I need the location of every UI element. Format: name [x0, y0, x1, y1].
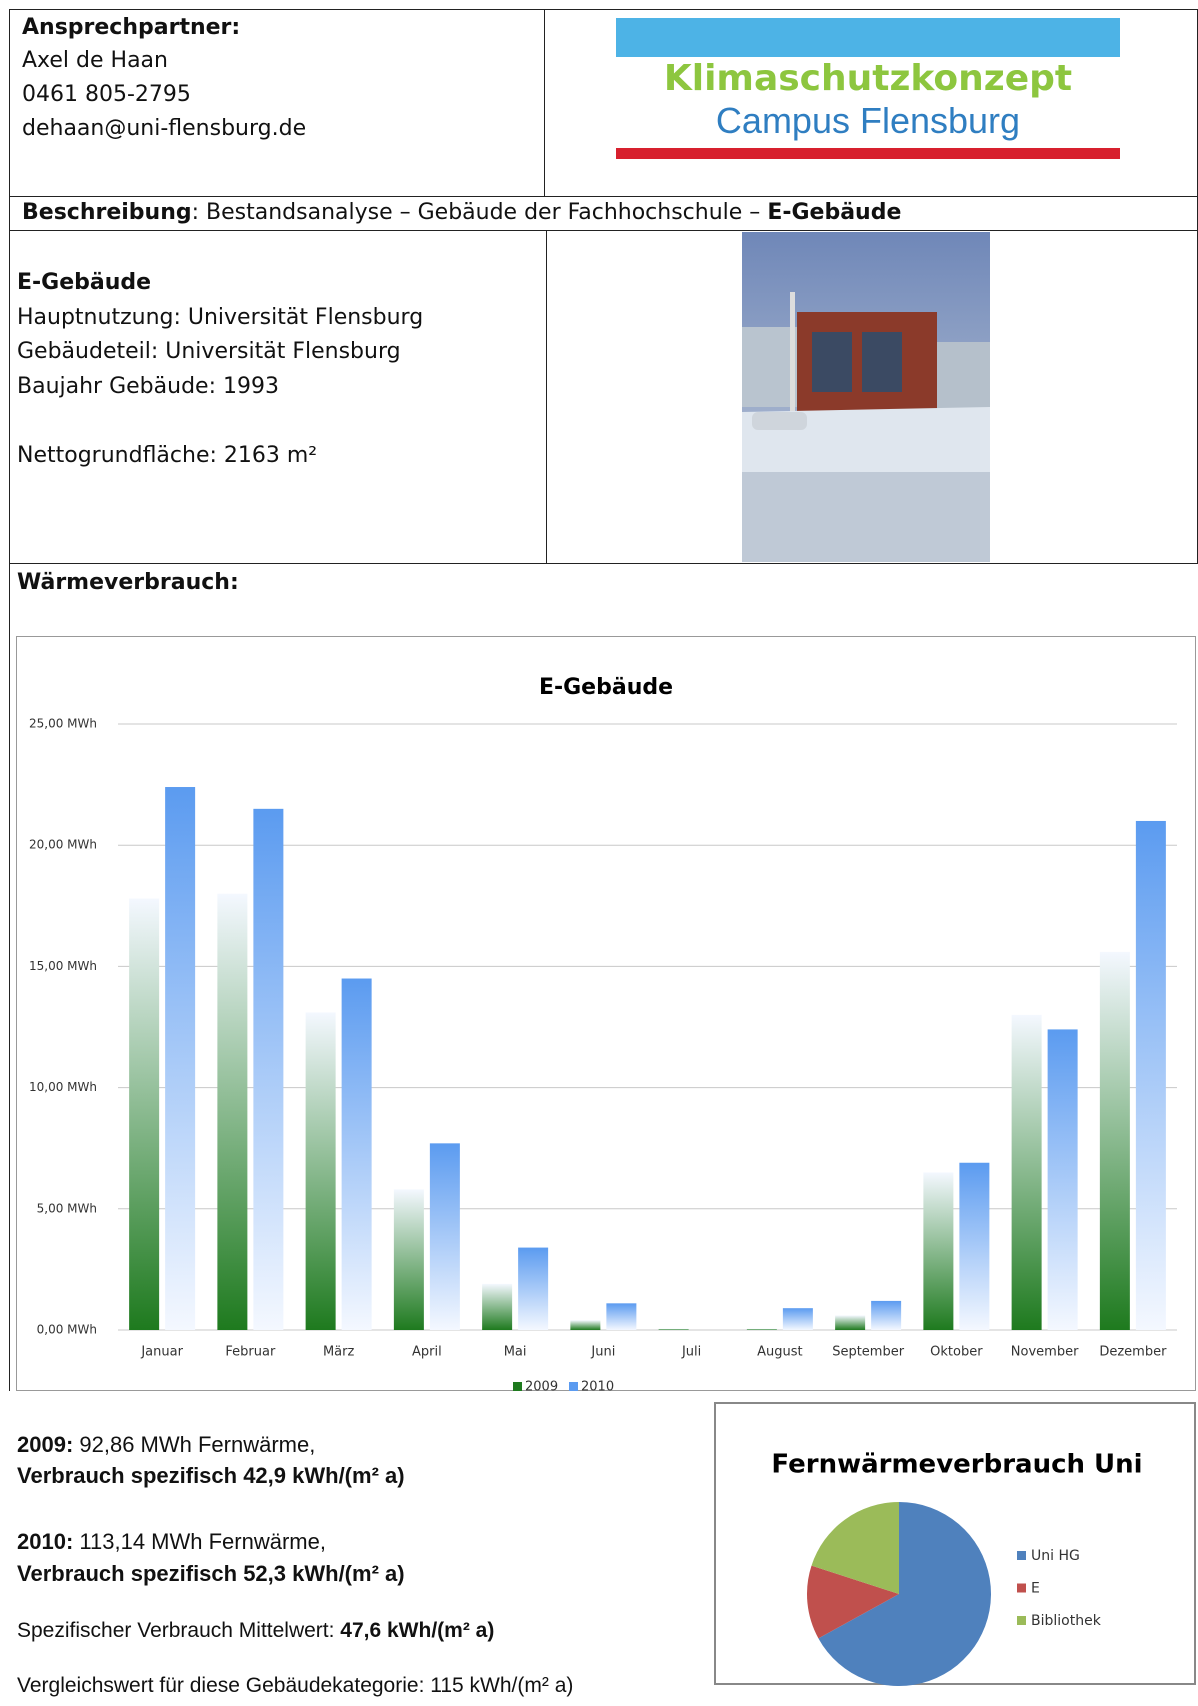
pie-chart: Fernwärmeverbrauch Uni Uni HG E Bibliothek [771, 1450, 1143, 1686]
summary-line: 2009: 92,86 MWh Fernwärme, [17, 1432, 315, 1458]
border [544, 9, 545, 196]
x-tick-label: Juli [681, 1345, 701, 1360]
border [546, 230, 547, 563]
border [9, 196, 1198, 197]
bar [393, 1189, 424, 1330]
x-tick-label: Oktober [930, 1345, 983, 1360]
bar [305, 1012, 336, 1330]
logo-line2: Campus Flensburg [715, 100, 1021, 141]
bar [871, 1300, 902, 1330]
bar [341, 978, 372, 1330]
chart-title: Fernwärmeverbrauch Uni [771, 1450, 1142, 1480]
legend-label: Bibliothek [1031, 1613, 1102, 1629]
bar [658, 1328, 689, 1330]
bar [782, 1308, 813, 1330]
border [9, 9, 1198, 10]
building-name: E-Gebäude [17, 270, 152, 295]
x-tick-label: März [323, 1345, 355, 1360]
bar [129, 898, 160, 1330]
bar [429, 1143, 460, 1330]
summary-specific: Verbrauch spezifisch 52,3 kWh/(m² a) [17, 1561, 405, 1586]
reference: Vergleichswert für diese Gebäudekategori… [17, 1674, 574, 1697]
x-tick-label: August [757, 1345, 803, 1360]
pie-slice [811, 1502, 899, 1594]
legend-label: 2009 [525, 1380, 558, 1395]
chart-frame: E-Gebäude 0,00 MWh 5,00 MWh 10,00 MWh 15,00… [16, 636, 1196, 1395]
bar [518, 1247, 549, 1330]
mean: Spezifischer Verbrauch Mittelwert: 47,6 … [17, 1619, 494, 1643]
bar [253, 808, 284, 1330]
y-tick-label: 25,00 MWh [29, 717, 97, 731]
x-tick-label: April [412, 1345, 442, 1360]
y-tick-label: 20,00 MWh [29, 838, 97, 852]
logo-bar [616, 18, 1120, 57]
bar [835, 1315, 866, 1330]
bar [746, 1328, 777, 1330]
building-area: Nettogrundfläche: 2163 m² [17, 443, 318, 468]
x-tick-label: September [832, 1345, 905, 1360]
summary-text: 113,14 MWh Fernwärme, [73, 1529, 326, 1554]
description-label: Beschreibung [22, 200, 192, 225]
summary-specific: Verbrauch spezifisch 42,9 kWh/(m² a) [17, 1463, 405, 1488]
bar [570, 1320, 601, 1330]
y-tick-label: 15,00 MWh [29, 959, 97, 973]
bar [959, 1162, 990, 1330]
x-tick-label: Juni [590, 1345, 615, 1360]
pie-slice [807, 1565, 899, 1639]
summary-year: 2009: [17, 1432, 74, 1457]
legend-swatch [513, 1382, 522, 1391]
bar [217, 893, 248, 1330]
contact-email: dehaan@uni-flensburg.de [22, 116, 307, 141]
description-building: E-Gebäude [767, 200, 902, 225]
bar-chart: E-Gebäude 0,00 MWh 5,00 MWh 10,00 MWh 15,00… [29, 675, 1177, 1395]
bar [1099, 951, 1130, 1330]
section-title: Wärmeverbrauch: [17, 570, 239, 595]
logo-bar [616, 148, 1120, 159]
building-line: Gebäudeteil: Universität Flensburg [17, 339, 401, 364]
bar [1011, 1014, 1042, 1330]
x-tick-label: Dezember [1099, 1345, 1167, 1360]
legend-label: 2010 [581, 1380, 614, 1395]
bar [482, 1283, 513, 1330]
bar [1135, 820, 1166, 1330]
summary-text: 92,86 MWh Fernwärme, [73, 1432, 316, 1457]
legend-swatch [1017, 1551, 1026, 1560]
building-photo [742, 232, 990, 562]
building-line: Hauptnutzung: Universität Flensburg [17, 305, 424, 330]
contact-name: Axel de Haan [22, 48, 168, 73]
contact-phone: 0461 805-2795 [22, 82, 191, 107]
legend-label: E [1031, 1581, 1040, 1597]
contact-label: Ansprechpartner: [22, 15, 241, 40]
x-tick-label: Januar [140, 1345, 183, 1360]
pie-slice [818, 1502, 991, 1686]
bar [1047, 1029, 1078, 1330]
x-tick-label: Mai [504, 1345, 527, 1360]
border [9, 563, 1198, 564]
legend-label: Uni HG [1031, 1548, 1080, 1564]
legend-swatch [1017, 1583, 1026, 1593]
border [9, 9, 10, 1391]
mean-label: Spezifischer Verbrauch Mittelwert: [17, 1619, 341, 1642]
description: Beschreibung: Bestandsanalyse – Gebäude … [22, 196, 901, 230]
legend-swatch [569, 1382, 578, 1391]
y-tick-label: 10,00 MWh [29, 1080, 97, 1094]
x-tick-label: Februar [225, 1345, 276, 1360]
bar [606, 1303, 637, 1330]
description-text: : Bestandsanalyse – Gebäude der Fachhoch… [191, 200, 768, 225]
summary-line: 2010: 113,14 MWh Fernwärme, [17, 1529, 326, 1555]
y-tick-label: 0,00 MWh [37, 1323, 97, 1337]
mean-value: 47,6 kWh/(m² a) [340, 1619, 495, 1642]
border [9, 230, 1198, 231]
x-tick-label: November [1011, 1345, 1079, 1360]
chart-title: E-Gebäude [539, 675, 673, 700]
building-line: Baujahr Gebäude: 1993 [17, 374, 279, 399]
legend-swatch [1017, 1616, 1026, 1625]
summary-year: 2010: [17, 1529, 74, 1554]
bar [165, 787, 196, 1330]
bar [923, 1172, 954, 1330]
y-tick-label: 5,00 MWh [37, 1201, 97, 1215]
chart-frame: Fernwärmeverbrauch Uni Uni HG E Bibliothek [714, 1402, 1196, 1686]
logo-line1: Klimaschutzkonzept [663, 58, 1073, 99]
